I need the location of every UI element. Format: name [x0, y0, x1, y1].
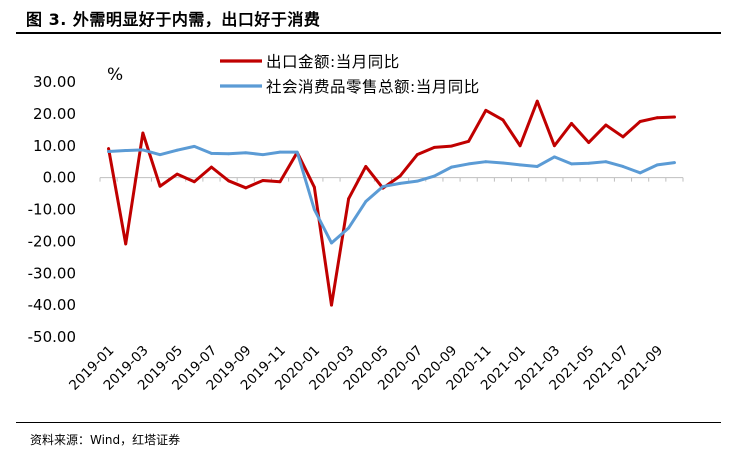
data-point-export	[415, 153, 419, 157]
data-point-retail	[158, 153, 162, 157]
data-point-retail	[107, 150, 110, 153]
data-point-retail	[638, 171, 642, 175]
data-point-export	[432, 145, 436, 149]
data-point-retail	[467, 162, 471, 166]
data-point-export	[673, 115, 676, 119]
data-point-export	[364, 165, 368, 168]
data-point-export	[467, 139, 471, 143]
y-tick-label: -50.00	[28, 328, 76, 346]
source-rule	[16, 422, 721, 423]
data-point-retail	[655, 163, 659, 167]
data-point-retail	[518, 163, 522, 167]
y-tick-label: 20.00	[33, 105, 76, 123]
y-tick-label: -10.00	[28, 201, 76, 219]
data-point-retail	[604, 160, 608, 164]
data-point-retail	[450, 165, 453, 169]
series-layer	[107, 99, 676, 307]
legend-label-export: 出口金额:当月同比	[266, 53, 400, 71]
source-note: 资料来源：Wind，红塔证券	[30, 433, 181, 447]
y-tick-label: 30.00	[33, 73, 76, 91]
data-point-retail	[330, 241, 333, 245]
data-point-retail	[621, 165, 625, 168]
data-point-retail	[535, 165, 539, 168]
data-point-retail	[501, 161, 505, 165]
data-point-export	[484, 108, 488, 112]
series-export	[107, 99, 676, 307]
data-point-export	[141, 131, 145, 135]
data-point-export	[570, 122, 573, 125]
data-point-export	[535, 99, 539, 103]
data-point-export	[398, 174, 402, 178]
figure-title: 图 3. 外需明显好于内需，出口好于消费	[26, 10, 321, 29]
y-unit-label: %	[107, 65, 123, 85]
data-point-retail	[124, 149, 128, 152]
data-point-retail	[227, 152, 231, 156]
series-line-export	[107, 99, 676, 307]
data-point-retail	[553, 155, 556, 159]
data-point-export	[244, 186, 248, 190]
data-point-retail	[192, 144, 196, 148]
data-point-retail	[484, 160, 488, 164]
data-point-retail	[210, 152, 213, 155]
data-point-retail	[415, 179, 419, 183]
data-point-export	[261, 179, 265, 182]
data-point-export	[347, 197, 351, 201]
y-tick-label: 10.00	[33, 137, 76, 155]
line-chart: 30.00 20.00 10.00 0.00 -10.00 -20.00 -30.00 -40…	[28, 53, 684, 394]
data-point-export	[312, 185, 316, 189]
data-point-retail	[175, 148, 179, 152]
data-point-export	[638, 120, 642, 123]
data-point-export	[158, 184, 162, 188]
data-point-export	[621, 135, 625, 139]
legend-label-retail: 社会消费品零售总额:当月同比	[266, 78, 480, 96]
data-point-export	[227, 179, 231, 183]
data-point-export	[655, 116, 659, 120]
y-axis-ticks: 30.00 20.00 10.00 0.00 -10.00 -20.00 -30.00 -40…	[28, 73, 76, 346]
y-tick-label: -40.00	[28, 296, 76, 314]
data-point-retail	[587, 161, 591, 165]
data-point-export	[587, 141, 591, 144]
data-point-retail	[312, 208, 316, 211]
y-tick-label: 0.00	[43, 169, 76, 187]
x-axis-ticks: 2019-012019-032019-052019-072019-092019-…	[66, 343, 666, 394]
data-point-retail	[244, 151, 248, 155]
data-point-retail	[278, 150, 282, 154]
data-point-export	[210, 165, 213, 169]
data-point-export	[175, 172, 179, 176]
data-point-export	[604, 123, 608, 127]
data-point-retail	[432, 174, 436, 178]
data-point-retail	[347, 226, 351, 230]
data-point-retail	[261, 153, 265, 157]
series-retail	[107, 144, 676, 245]
data-point-export	[330, 303, 333, 307]
data-point-export	[518, 144, 522, 148]
data-point-retail	[570, 162, 573, 166]
y-tick-label: -20.00	[28, 232, 76, 250]
data-point-export	[553, 144, 556, 148]
y-tick-label: -30.00	[28, 264, 76, 282]
series-line-retail	[107, 144, 676, 245]
data-point-export	[107, 147, 110, 151]
data-point-export	[278, 180, 282, 184]
data-point-export	[450, 144, 453, 148]
data-point-retail	[364, 200, 368, 203]
data-point-export	[501, 118, 505, 122]
title-rule	[16, 32, 721, 34]
data-point-retail	[381, 185, 385, 188]
data-point-retail	[141, 148, 145, 152]
data-point-retail	[398, 181, 402, 185]
data-point-export	[124, 242, 128, 246]
legend: 出口金额:当月同比 社会消费品零售总额:当月同比	[220, 53, 480, 96]
data-point-retail	[673, 161, 676, 165]
data-point-retail	[295, 150, 299, 154]
data-point-export	[192, 180, 196, 184]
